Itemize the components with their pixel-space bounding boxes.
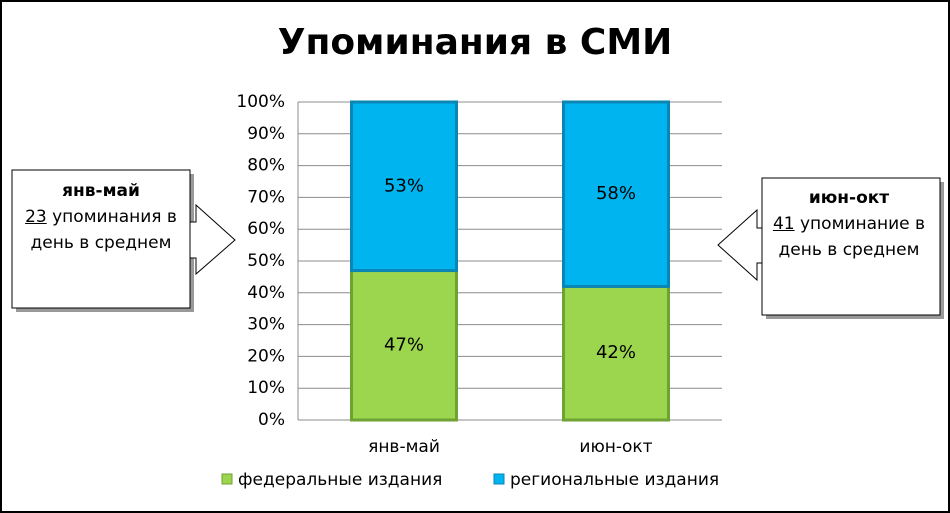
x-tick-label: июн-окт (579, 437, 652, 457)
data-label: 58% (596, 183, 636, 204)
legend-label: федеральные издания (238, 470, 442, 490)
y-tick-label: 90% (247, 124, 285, 144)
callout-text: янв-май 23 упоминания в день в среднем (22, 178, 180, 256)
y-tick-label: 20% (247, 346, 285, 366)
callout-title: янв-май (62, 181, 140, 201)
x-tick-label: янв-май (368, 437, 440, 457)
callout-desc: упоминания в день в среднем (30, 207, 177, 253)
y-tick-label: 10% (247, 378, 285, 398)
y-tick-label: 40% (247, 283, 285, 303)
bar-segment (562, 284, 670, 422)
callout-number: 23 (25, 207, 47, 227)
legend-label: региональные издания (510, 470, 719, 490)
bar-segment (350, 269, 458, 422)
bar-segment (562, 100, 670, 288)
y-tick-label: 80% (247, 156, 285, 176)
y-tick-label: 60% (247, 219, 285, 239)
y-tick-label: 100% (236, 92, 285, 112)
y-tick-label: 50% (247, 251, 285, 271)
callout-arrow (717, 208, 763, 282)
y-tick-label: 30% (247, 315, 285, 335)
callout-number: 41 (772, 214, 795, 234)
y-tick-label: 0% (258, 410, 285, 430)
callout-arrow (189, 203, 236, 276)
callout-text: июн-окт 41 упоминание в день в среднем (770, 185, 928, 263)
legend-swatch (221, 473, 233, 485)
y-tick-label: 70% (247, 187, 285, 207)
data-label: 53% (384, 175, 424, 196)
bar-segment (350, 100, 458, 273)
legend-swatch (493, 473, 505, 485)
callout-title: июн-окт (808, 188, 890, 208)
data-label: 42% (596, 342, 636, 363)
chart-title: Упоминания в СМИ (278, 22, 673, 63)
data-label: 47% (384, 334, 424, 355)
callout-desc: упоминание в день в среднем (778, 214, 926, 260)
